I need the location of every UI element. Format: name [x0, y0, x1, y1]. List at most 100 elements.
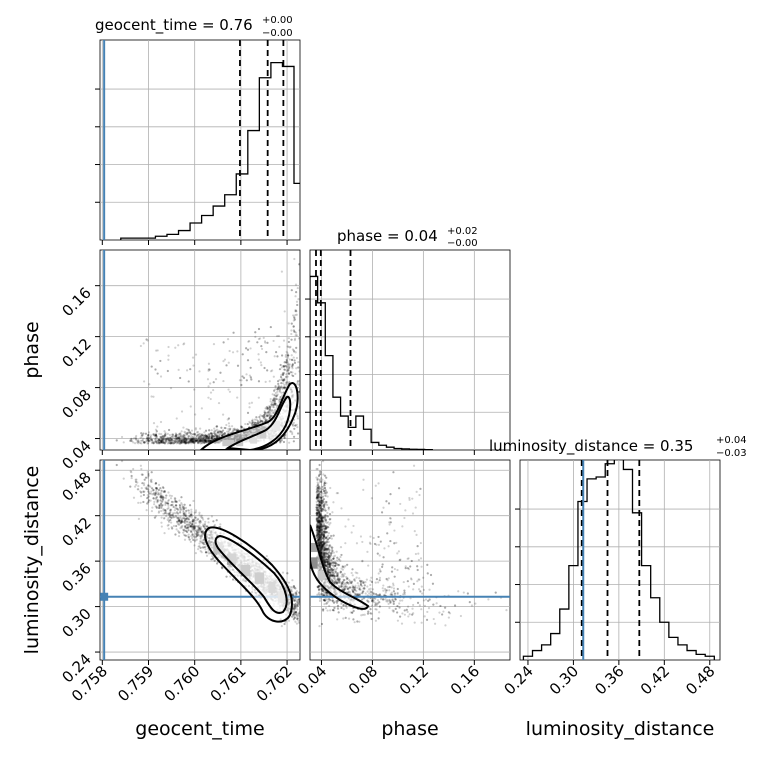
sample-point [286, 359, 289, 362]
sample-point [264, 419, 268, 422]
sample-point [285, 358, 288, 361]
sample-point [278, 398, 281, 401]
sample-point [158, 442, 161, 445]
sample-point [198, 511, 201, 514]
sample-point [170, 516, 173, 520]
sample-point [183, 436, 186, 439]
sample-point [146, 438, 149, 442]
sample-point [180, 441, 183, 444]
sample-point [166, 442, 169, 445]
sample-point [283, 435, 286, 439]
sample-point [291, 364, 294, 367]
sample-point [134, 480, 138, 483]
sample-point [134, 436, 137, 439]
sample-point [227, 431, 230, 434]
sample-point [160, 436, 163, 439]
sample-point [172, 436, 175, 439]
sample-point [200, 535, 203, 538]
sample-point [197, 528, 200, 532]
sample-point [201, 439, 205, 442]
sample-point [175, 520, 179, 523]
sample-point [254, 421, 257, 424]
sample-point [175, 520, 179, 523]
sample-point [295, 613, 298, 616]
sample-point [154, 492, 158, 495]
sample-point [136, 441, 139, 444]
sample-point [160, 441, 163, 444]
sample-point [185, 438, 188, 442]
sample-point [287, 322, 290, 325]
sample-point [200, 441, 203, 445]
sample-point [202, 531, 205, 534]
sample-point [263, 415, 266, 418]
sample-point [161, 434, 165, 438]
sample-point [297, 621, 300, 624]
sample-point [149, 485, 152, 488]
sample-point [216, 430, 220, 434]
sample-point [196, 438, 200, 442]
sample-point [207, 435, 210, 439]
sample-point [214, 433, 217, 436]
sample-point [160, 437, 163, 440]
sample-point [140, 442, 143, 445]
sample-point [171, 433, 175, 436]
sample-point [195, 438, 198, 441]
sample-point [285, 361, 288, 364]
sample-point [294, 610, 297, 613]
sample-point [176, 437, 179, 440]
sample-point [139, 439, 143, 442]
sample-point [153, 433, 156, 437]
sample-point [144, 476, 148, 479]
sample-point [272, 411, 275, 414]
sample-point [165, 494, 168, 497]
sample-point [192, 526, 196, 529]
sample-point [276, 334, 279, 338]
sample-point [115, 439, 118, 442]
sample-point [188, 431, 192, 434]
sample-point [195, 535, 199, 538]
sample-point [291, 586, 294, 589]
sample-point [130, 471, 133, 474]
sample-point [191, 520, 194, 523]
sample-point [257, 337, 261, 341]
sample-point [173, 496, 176, 500]
sample-point [182, 434, 185, 437]
sample-point [163, 436, 166, 439]
sample-point [288, 366, 291, 369]
sample-point [295, 334, 298, 337]
sample-point [287, 368, 290, 371]
sample-point [169, 513, 172, 517]
sample-point [194, 516, 197, 519]
sample-point [161, 504, 164, 507]
sample-point [178, 523, 181, 526]
sample-point [187, 431, 190, 434]
sample-point [179, 433, 182, 436]
sample-point [283, 379, 286, 382]
sample-point [196, 525, 200, 528]
sample-point [280, 439, 283, 442]
sample-point [196, 439, 199, 442]
sample-point [183, 513, 186, 516]
sample-point [266, 341, 269, 344]
sample-point [190, 438, 193, 442]
sample-point [182, 513, 186, 516]
sample-point [146, 502, 149, 505]
sample-point [281, 372, 284, 375]
sample-point [276, 390, 279, 393]
sample-point [157, 488, 161, 492]
sample-point [277, 385, 280, 388]
sample-point [147, 499, 151, 502]
sample-point [248, 402, 251, 405]
sample-point [142, 500, 145, 504]
sample-point [256, 420, 260, 423]
sample-point [229, 427, 232, 430]
sample-point [199, 438, 202, 441]
sample-point [222, 432, 225, 435]
sample-point [282, 339, 286, 342]
sample-point [195, 519, 198, 522]
sample-point [193, 432, 197, 436]
sample-point [191, 522, 194, 526]
sample-point [170, 513, 174, 517]
sample-point [178, 503, 182, 507]
sample-point [185, 437, 188, 440]
